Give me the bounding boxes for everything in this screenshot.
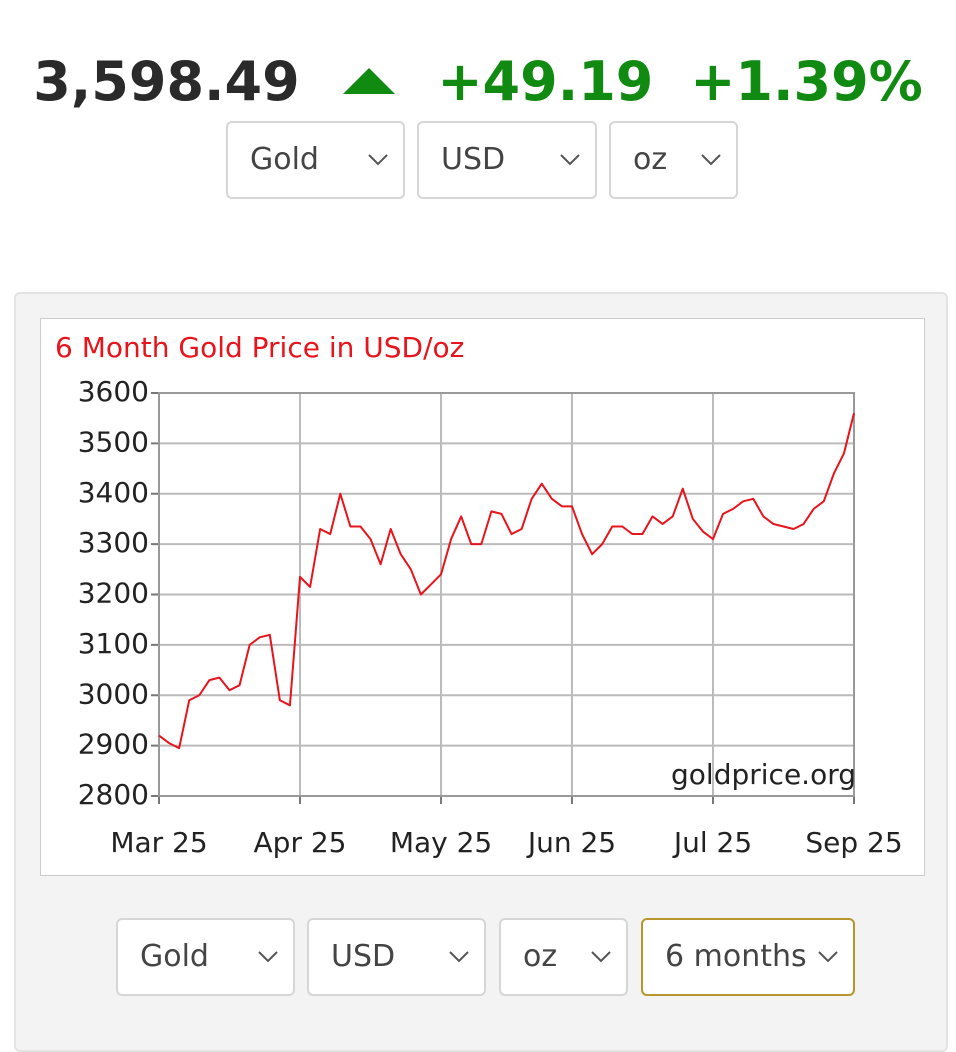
x-tick-label: Sep 25	[805, 826, 902, 859]
y-tick-label: 3300	[78, 526, 149, 559]
plot-border	[158, 392, 855, 797]
dropdown-label: USD	[331, 939, 396, 974]
y-tick-label: 3500	[78, 425, 149, 458]
dropdown[interactable]: USD	[307, 918, 486, 996]
change-percent: +1.39%	[690, 50, 923, 113]
dropdown[interactable]: oz	[499, 918, 628, 996]
dropdown[interactable]: Gold	[116, 918, 295, 996]
x-tick-label: May 25	[390, 826, 492, 859]
x-tick-label: Jul 25	[672, 826, 752, 859]
dropdown[interactable]: USD	[417, 121, 597, 199]
dropdown[interactable]: 6 months	[641, 918, 855, 996]
dropdown-label: Gold	[140, 939, 209, 974]
price-line	[158, 412, 855, 750]
change: +49.19	[437, 50, 654, 113]
up-arrow	[342, 68, 395, 95]
dropdown-label: oz	[523, 939, 558, 974]
y-tick-label: 3400	[78, 476, 149, 509]
y-tick-label: 2900	[78, 728, 149, 761]
x-tick-label: Jun 25	[526, 826, 616, 859]
chevron	[560, 154, 580, 166]
chevron	[258, 951, 278, 963]
dropdown-label: oz	[633, 142, 668, 177]
chart: 6 Month Gold Price in USD/oz 2800 2900 300…	[55, 331, 903, 859]
chart-box: 6 Month Gold Price in USD/oz 2800 2900 300…	[40, 318, 925, 876]
y-tick-label: 3100	[78, 627, 149, 660]
chevron	[591, 951, 611, 963]
dropdown[interactable]: Gold	[226, 121, 405, 199]
y-tick-label: 3600	[78, 375, 149, 408]
chevron	[701, 154, 721, 166]
dropdown-label: Gold	[250, 142, 319, 177]
page: {"header": {"price": "3,598.49", "change…	[0, 48, 956, 1052]
dropdown-label: USD	[441, 142, 506, 177]
chevron	[818, 951, 838, 963]
chart-title: 6 Month Gold Price in USD/oz	[55, 331, 464, 364]
quote: 3,598.49 +49.19 +1.39%	[0, 48, 956, 116]
dropdown-label: 6 months	[665, 939, 807, 974]
x-tick-label: Apr 25	[254, 826, 347, 859]
price: 3,598.49	[33, 50, 300, 113]
y-tick-label: 3000	[78, 677, 149, 710]
y-tick-label: 2800	[78, 778, 149, 811]
y-tick-label: 3200	[78, 577, 149, 610]
chevron	[449, 951, 469, 963]
x-tick-label: Mar 25	[110, 826, 207, 859]
watermark: goldprice.org	[671, 758, 856, 791]
dropdown[interactable]: oz	[609, 121, 738, 199]
chevron	[368, 154, 388, 166]
